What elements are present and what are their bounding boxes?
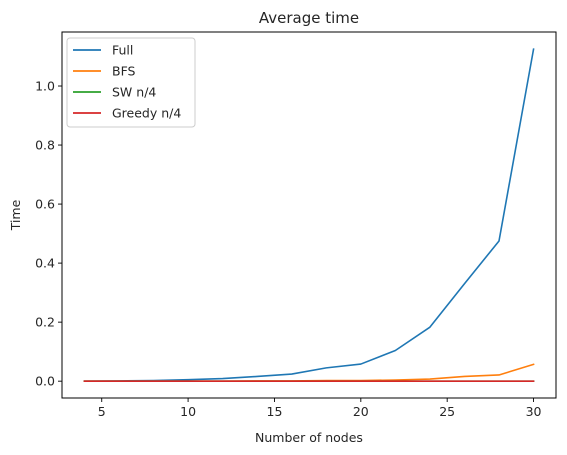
x-tick-label: 30: [526, 404, 542, 419]
x-tick-label: 15: [267, 404, 283, 419]
y-tick-label: 0.0: [35, 374, 55, 389]
y-axis: 0.0 0.2 0.4 0.6 0.8 1.0: [35, 79, 62, 389]
legend-label-1: Full: [112, 43, 133, 58]
legend-box: [66, 37, 196, 128]
plot-area: [83, 48, 535, 382]
x-axis-label: Number of nodes: [255, 430, 363, 445]
legend-label-4: Greedy n/4: [112, 106, 181, 121]
chart-title: Average time: [259, 9, 359, 27]
legend-label-3: SW n/4: [112, 85, 156, 100]
legend-label-2: BFS: [112, 64, 136, 79]
x-axis: 5 10 15 20 25 30: [98, 398, 542, 419]
x-tick-label: 10: [180, 404, 196, 419]
y-tick-label: 0.6: [35, 197, 55, 212]
y-tick-label: 1.0: [35, 79, 55, 94]
x-tick-label: 5: [98, 404, 106, 419]
x-tick-label: 20: [353, 404, 369, 419]
y-axis-label: Time: [8, 199, 23, 231]
y-tick-label: 0.4: [35, 256, 55, 271]
y-tick-label: 0.8: [35, 138, 55, 153]
series-line-2: [83, 363, 535, 382]
legend: Full BFS SW n/4 Greedy n/4: [66, 37, 196, 128]
axes-frame: [61, 31, 557, 399]
y-tick-label: 0.2: [35, 315, 55, 330]
x-tick-label: 25: [439, 404, 455, 419]
